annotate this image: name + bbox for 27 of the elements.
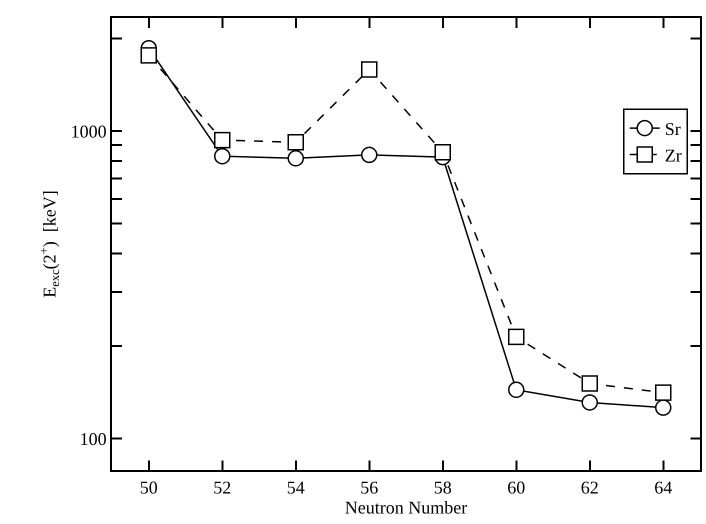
- point: [434, 144, 451, 160]
- x-tick-label: 60: [507, 477, 526, 498]
- point: [508, 382, 524, 398]
- point: [582, 375, 598, 392]
- x-axis-title: Neutron Number: [344, 497, 468, 518]
- point: [508, 328, 524, 346]
- x-tick-label: 58: [434, 477, 452, 498]
- x-tick-label: 54: [286, 477, 305, 498]
- legend-label: Zr: [664, 146, 682, 166]
- point: [288, 150, 304, 167]
- point: [140, 47, 157, 64]
- point: [214, 132, 230, 148]
- x-tick-label: 50: [140, 477, 158, 498]
- x-tick-label: 64: [654, 477, 672, 498]
- point: [655, 384, 672, 401]
- x-tick-label: 56: [360, 477, 378, 498]
- x-tick-label: 62: [580, 477, 599, 498]
- point: [361, 61, 378, 78]
- point: [214, 148, 230, 164]
- point: [288, 134, 304, 151]
- point: [582, 394, 598, 411]
- y-tick-label: 100: [80, 428, 107, 449]
- legend-label: Sr: [664, 119, 681, 140]
- x-tick-label: 52: [213, 477, 232, 498]
- point: [655, 399, 672, 416]
- point: [361, 146, 378, 164]
- y-tick-label: 1000: [70, 121, 107, 142]
